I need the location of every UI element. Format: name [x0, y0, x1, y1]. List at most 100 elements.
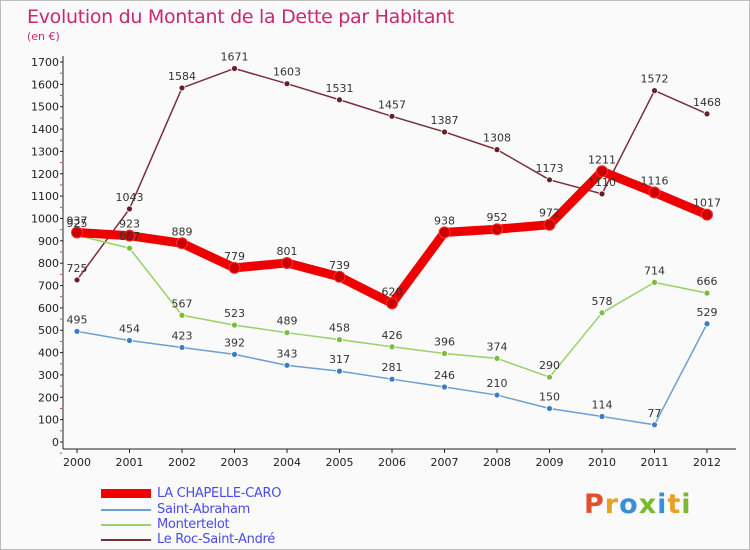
- data-label: 666: [697, 275, 718, 288]
- data-point: [598, 413, 606, 420]
- data-label: 1116: [641, 175, 669, 188]
- data-label: 1110: [588, 176, 616, 189]
- data-point: [73, 276, 81, 284]
- data-label: 529: [697, 306, 718, 319]
- y-tick-label: 1400: [31, 123, 59, 136]
- x-tick-label: 2009: [536, 456, 564, 469]
- x-tick-label: 2007: [431, 456, 459, 469]
- x-tick-label: 2002: [168, 456, 196, 469]
- data-point: [126, 244, 133, 252]
- data-point: [281, 256, 293, 269]
- data-point: [438, 226, 451, 239]
- legend-swatch: [101, 489, 151, 498]
- data-label: 952: [487, 211, 508, 224]
- x-tick-label: 2008: [483, 456, 511, 469]
- data-label: 889: [172, 225, 193, 238]
- data-label: 396: [434, 335, 455, 348]
- y-tick-label: 100: [38, 414, 59, 427]
- x-tick-label: 2006: [378, 456, 406, 469]
- x-tick-label: 2011: [641, 456, 669, 469]
- data-label: 454: [119, 323, 140, 336]
- data-label: 392: [224, 336, 245, 349]
- data-label: 1173: [536, 162, 564, 175]
- data-point: [388, 112, 396, 120]
- logo-letter: P: [584, 489, 605, 520]
- data-point: [546, 176, 553, 184]
- data-label: 620: [382, 285, 403, 298]
- logo-letter: i: [657, 489, 668, 520]
- data-label: 426: [382, 329, 403, 342]
- data-label: 1211: [588, 153, 616, 166]
- data-point: [598, 190, 606, 198]
- x-tick-label: 2001: [116, 456, 144, 469]
- y-tick-label: 1200: [31, 168, 59, 181]
- data-label: 1603: [273, 66, 301, 79]
- legend-swatch: [101, 524, 151, 526]
- data-label: 1671: [221, 50, 249, 63]
- y-tick-label: 0: [52, 436, 59, 449]
- y-tick-label: 700: [38, 280, 59, 293]
- data-label: 578: [592, 295, 613, 308]
- data-point: [283, 361, 291, 369]
- data-point: [336, 96, 343, 104]
- data-point: [596, 165, 608, 178]
- logo-letter: o: [619, 489, 639, 520]
- data-point: [651, 87, 658, 95]
- data-point: [73, 327, 81, 335]
- data-point: [126, 205, 133, 213]
- data-label: 739: [329, 259, 350, 272]
- data-point: [491, 223, 503, 236]
- data-point: [178, 84, 186, 92]
- data-point: [703, 289, 711, 297]
- data-point: [283, 80, 291, 88]
- data-label: 1468: [693, 96, 721, 109]
- data-point: [441, 350, 448, 357]
- logo-letter: r: [604, 489, 620, 520]
- data-label: 423: [172, 329, 193, 342]
- data-point: [123, 229, 136, 242]
- y-tick-label: 1500: [31, 101, 59, 114]
- chart-subtitle: (en €): [27, 30, 60, 43]
- data-point: [231, 350, 238, 358]
- data-point: [178, 311, 186, 319]
- data-label: 210: [487, 377, 508, 390]
- data-label: 925: [67, 217, 88, 230]
- data-label: 1584: [168, 70, 196, 83]
- data-label: 867: [119, 230, 140, 243]
- series-layer: [71, 65, 713, 429]
- data-label: 801: [277, 245, 298, 258]
- data-point: [71, 226, 83, 239]
- data-label: 458: [329, 322, 350, 335]
- data-point: [701, 208, 713, 221]
- data-point: [333, 270, 346, 283]
- data-labels-layer: 725 1043 1584 1671 1603 1531 1457 1387 1308 1173 1…: [67, 50, 722, 419]
- y-tick-label: 300: [38, 369, 59, 382]
- legend-item-le-roc-saint-andre: Le Roc-Saint-André: [101, 532, 341, 548]
- data-label: 972: [539, 207, 560, 220]
- data-point: [493, 391, 501, 399]
- data-label: 489: [277, 315, 298, 328]
- legend-item-montertelot: Montertelot: [101, 517, 341, 533]
- data-point: [126, 337, 133, 344]
- data-point: [648, 186, 661, 199]
- legend-label: Saint-Abraham: [157, 502, 250, 517]
- y-tick-label: 1300: [31, 145, 59, 158]
- data-point: [176, 237, 188, 250]
- data-label: 523: [224, 307, 245, 320]
- chart-title: Evolution du Montant de la Dette par Hab…: [27, 6, 455, 28]
- data-point: [388, 343, 396, 351]
- legend-item-la-chapelle-caro: LA CHAPELLE-CARO: [101, 486, 341, 502]
- data-label: 290: [539, 359, 560, 372]
- data-point: [651, 278, 658, 286]
- proxiti-logo: Proxiti: [584, 489, 692, 520]
- data-label: 343: [277, 347, 298, 360]
- data-point: [703, 320, 711, 328]
- data-label: 150: [539, 390, 560, 403]
- data-point: [441, 383, 448, 391]
- x-tick-label: 2000: [63, 456, 91, 469]
- data-point: [178, 344, 186, 351]
- data-point: [546, 405, 553, 412]
- legend-label: Le Roc-Saint-André: [157, 532, 275, 547]
